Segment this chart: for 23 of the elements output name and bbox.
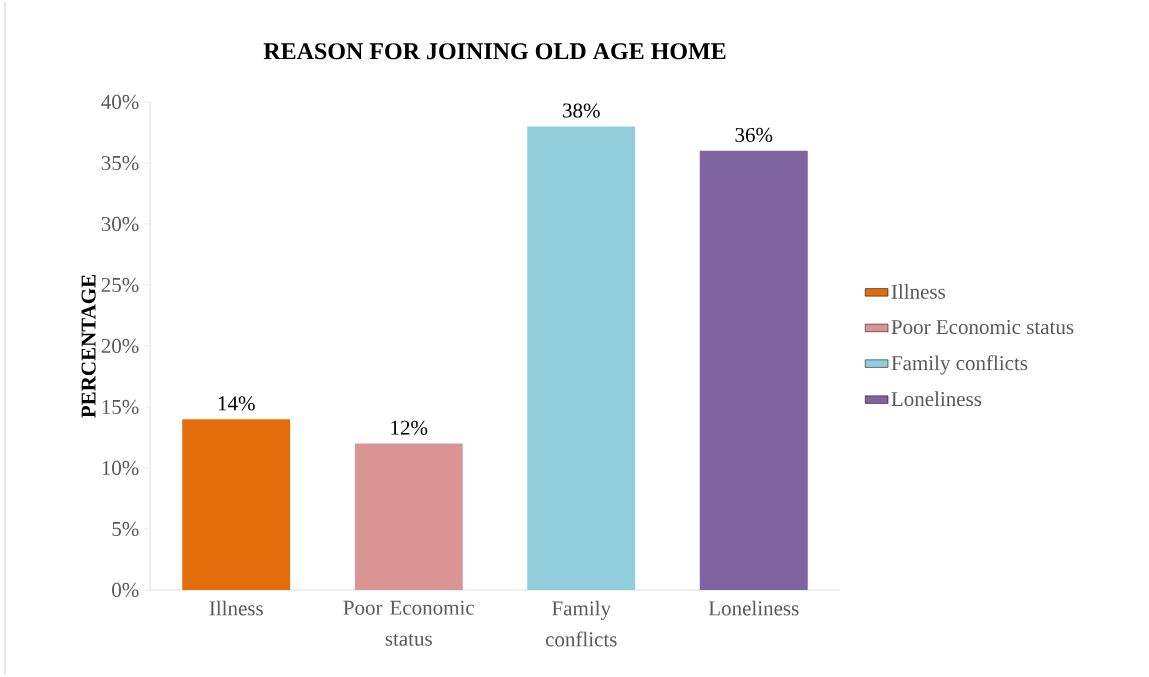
y-tick-label: 25% <box>101 277 139 293</box>
y-tick-label: 30% <box>101 216 139 232</box>
chart-title: REASON FOR JOINING OLD AGE HOME <box>263 43 726 60</box>
x-tick-label: Family conflicts <box>545 600 617 647</box>
data-label: 12% <box>391 420 428 435</box>
data-label: 38% <box>563 103 600 118</box>
y-tick-label: 40% <box>101 94 139 110</box>
x-tick-label: Poor Economic status <box>343 600 475 646</box>
legend-label: Loneliness <box>891 391 982 407</box>
y-tick-label: 10% <box>102 460 139 476</box>
data-label: 36% <box>735 127 773 143</box>
y-tick-label: 0% <box>112 582 139 598</box>
y-tick-label: 5% <box>112 521 139 537</box>
y-tick-label: 20% <box>101 338 139 354</box>
x-tick-label: Illness <box>209 600 263 616</box>
y-axis-title: PERCENTAGE <box>81 274 96 418</box>
y-tick-label: 15% <box>102 399 139 415</box>
legend-label: Family conflicts <box>891 355 1028 375</box>
legend-label: Illness <box>891 284 945 299</box>
y-tick-label: 35% <box>101 155 139 171</box>
data-label: 14% <box>218 396 255 411</box>
legend-label: Poor Economic status <box>891 319 1074 335</box>
x-tick-label: Loneliness <box>708 600 799 616</box>
